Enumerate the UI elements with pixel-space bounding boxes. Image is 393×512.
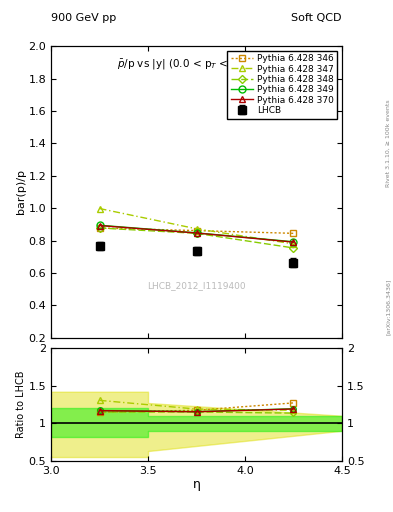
Pythia 6.428 347	[291, 241, 296, 247]
Text: [arXiv:1306.3436]: [arXiv:1306.3436]	[386, 279, 391, 335]
Text: Rivet 3.1.10, ≥ 100k events: Rivet 3.1.10, ≥ 100k events	[386, 99, 391, 187]
Text: Soft QCD: Soft QCD	[292, 13, 342, 23]
X-axis label: η: η	[193, 478, 200, 492]
Line: Pythia 6.428 348: Pythia 6.428 348	[97, 225, 296, 251]
Pythia 6.428 348	[97, 225, 102, 231]
Line: Pythia 6.428 347: Pythia 6.428 347	[96, 205, 297, 247]
Pythia 6.428 348	[194, 230, 199, 237]
Text: LHCB_2012_I1119400: LHCB_2012_I1119400	[147, 281, 246, 290]
Line: Pythia 6.428 346: Pythia 6.428 346	[96, 225, 297, 237]
Legend: Pythia 6.428 346, Pythia 6.428 347, Pythia 6.428 348, Pythia 6.428 349, Pythia 6: Pythia 6.428 346, Pythia 6.428 347, Pyth…	[227, 51, 338, 119]
Pythia 6.428 346	[194, 227, 199, 233]
Pythia 6.428 347	[194, 226, 199, 232]
Y-axis label: bar(p)/p: bar(p)/p	[16, 169, 26, 215]
Pythia 6.428 348	[291, 245, 296, 251]
Line: Pythia 6.428 370: Pythia 6.428 370	[96, 222, 297, 246]
Pythia 6.428 346	[97, 225, 102, 231]
Pythia 6.428 370	[97, 223, 102, 229]
Y-axis label: Ratio to LHCB: Ratio to LHCB	[16, 371, 26, 438]
Pythia 6.428 349	[97, 222, 102, 228]
Pythia 6.428 346	[291, 230, 296, 237]
Text: 900 GeV pp: 900 GeV pp	[51, 13, 116, 23]
Pythia 6.428 370	[194, 230, 199, 236]
Text: $\bar{p}$/p vs |y| (0.0 < p$_{T}$ < 0.8 GeV): $\bar{p}$/p vs |y| (0.0 < p$_{T}$ < 0.8 …	[116, 58, 277, 72]
Pythia 6.428 347	[97, 205, 102, 211]
Pythia 6.428 349	[291, 239, 296, 245]
Line: Pythia 6.428 349: Pythia 6.428 349	[96, 222, 297, 245]
Pythia 6.428 370	[291, 239, 296, 245]
Pythia 6.428 349	[194, 230, 199, 236]
